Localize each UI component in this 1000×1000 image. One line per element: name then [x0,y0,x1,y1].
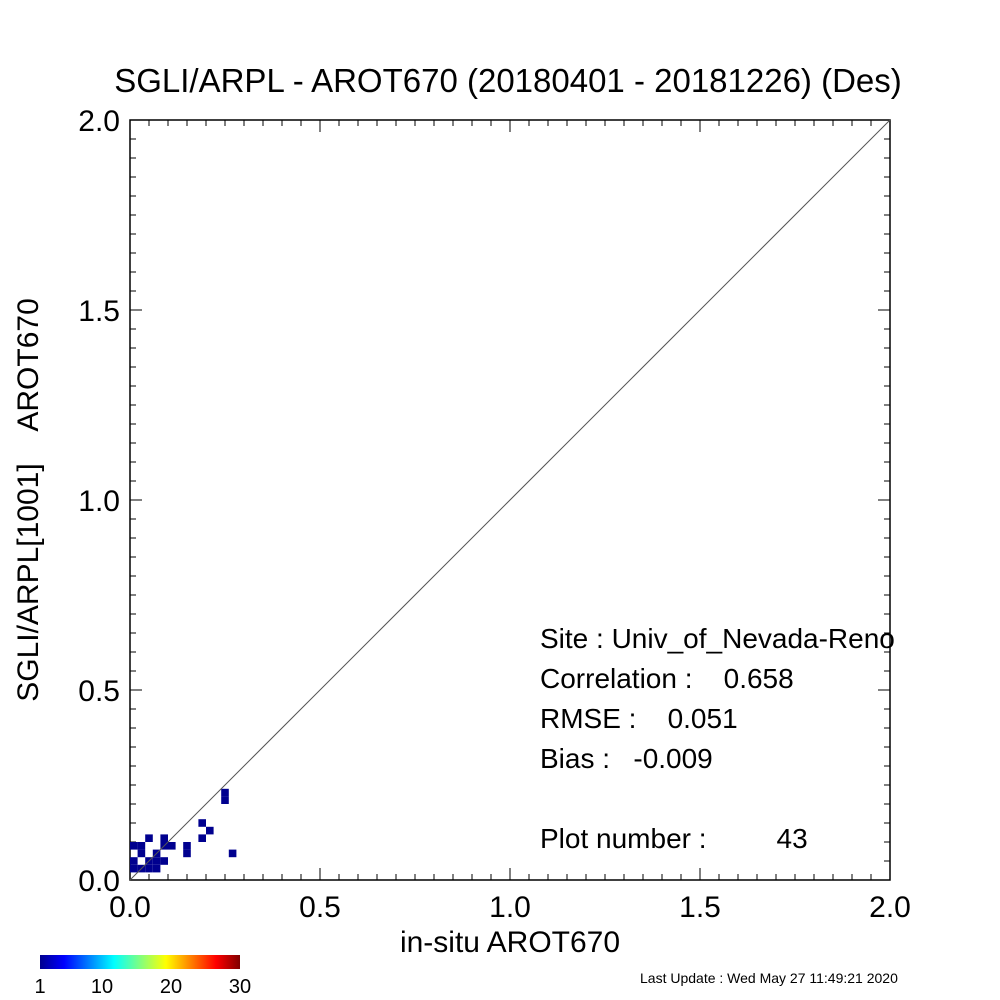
density-cell [183,842,191,850]
density-cell [130,864,138,873]
density-cell [221,796,229,804]
stat-rmse: RMSE : 0.051 [540,703,738,734]
density-cell [137,842,146,850]
density-cell [228,849,237,858]
density-cell [152,864,161,873]
stat-bias: Bias : -0.009 [540,743,713,774]
density-cell [130,857,138,865]
y-tick-label: 1.5 [78,295,120,328]
density-cell [137,849,146,858]
x-tick-label: 0.0 [109,891,151,924]
colorbar [40,955,240,969]
one-to-one-line [129,119,891,881]
colorbar-tick-label: 1 [34,976,45,998]
x-tick-label: 1.0 [489,891,531,924]
colorbar-labels: 1 10 20 30 [34,976,251,998]
density-cell [160,857,168,865]
density-cell [183,849,191,858]
last-update: Last Update : Wed May 27 11:49:21 2020 [640,970,898,986]
density-cell [145,864,153,873]
x-tick-label: 1.5 [679,891,721,924]
density-cell [168,842,176,850]
y-tick-labels: 0.0 0.5 1.0 1.5 2.0 [78,105,120,898]
x-tick-labels: 0.0 0.5 1.0 1.5 2.0 [109,891,911,924]
y-tick-label: 1.0 [78,485,120,518]
chart-title: SGLI/ARPL - AROT670 (20180401 - 20181226… [114,62,902,99]
y-tick-label: 0.0 [78,865,120,898]
y-tick-label: 0.5 [78,675,120,708]
density-cell [198,819,206,827]
density-cell [198,834,206,842]
y-tick-label: 2.0 [78,105,120,138]
density-cell [160,834,168,842]
density-cell [221,788,229,797]
colorbar-tick-label: 10 [91,976,113,998]
stat-correlation: Correlation : 0.658 [540,663,794,694]
density-cell [152,857,161,865]
density-cell [130,842,138,850]
density-cell [206,826,214,835]
stat-plot-number: Plot number : 43 [540,823,808,854]
y-axis-label: SGLI/ARPL[1001] AROT670 [12,298,45,702]
x-tick-label: 2.0 [869,891,911,924]
colorbar-tick-label: 30 [229,976,251,998]
stats-block: Site : Univ_of_Nevada-Reno Correlation :… [540,623,895,854]
colorbar-tick-label: 20 [160,976,182,998]
stat-site: Site : Univ_of_Nevada-Reno [540,623,895,654]
density-cell [145,834,153,842]
x-tick-label: 0.5 [299,891,341,924]
x-axis-label: in-situ AROT670 [400,926,620,959]
